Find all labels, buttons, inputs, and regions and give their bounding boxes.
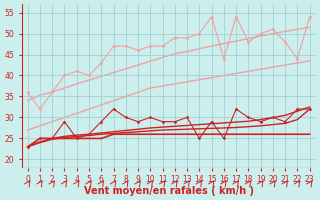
X-axis label: Vent moyen/en rafales ( km/h ): Vent moyen/en rafales ( km/h ) [84, 186, 254, 196]
